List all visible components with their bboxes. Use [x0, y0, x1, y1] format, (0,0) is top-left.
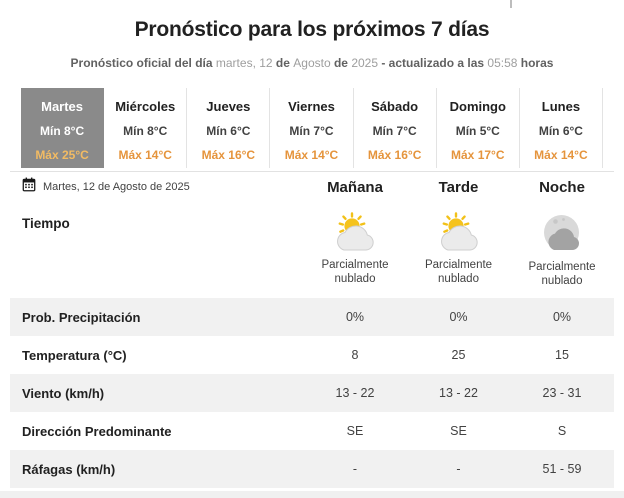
weather-condition-row: Tiempo Parcialmente nublado Parcialmente… — [10, 202, 614, 298]
subtitle-part: horas — [520, 56, 554, 70]
footer-strip — [0, 491, 624, 498]
day-tab-max-temp: Máx 16°C — [367, 148, 422, 162]
day-tab-viernes[interactable]: Viernes Mín 7°C Máx 14°C — [270, 88, 354, 168]
selected-date-label: Martes, 12 de Agosto de 2025 — [43, 181, 190, 193]
selected-date: Martes, 12 de Agosto de 2025 — [10, 177, 303, 197]
row-value: 0% — [449, 310, 468, 324]
subtitle-part: martes, 12 — [215, 56, 276, 70]
row-value: 8 — [351, 348, 359, 362]
row-value: - — [352, 462, 358, 476]
weather-cell: Parcialmente nublado — [303, 212, 407, 298]
weather-condition-label: Parcialmente nublado — [424, 259, 493, 285]
day-tab-lunes[interactable]: Lunes Mín 6°C Máx 14°C — [519, 88, 603, 168]
day-tab-martes[interactable]: Martes Mín 8°C Máx 25°C — [21, 88, 105, 168]
row-value: 0% — [345, 310, 365, 324]
column-header-manana: Mañana — [327, 178, 383, 196]
subtitle-part: - actualizado a las — [381, 56, 488, 70]
row-value: 13 - 22 — [335, 386, 375, 400]
sun-cloud-icon — [407, 212, 510, 254]
day-tab-max-temp: Máx 16°C — [201, 148, 256, 162]
subtitle-part: de — [275, 56, 294, 70]
row-value: 25 — [451, 348, 466, 362]
divider — [10, 171, 614, 172]
row-value: 51 - 59 — [542, 462, 582, 476]
forecast-table: Prob. Precipitación 0% 0% 0% Temperatura (°C… — [0, 298, 624, 488]
row-label-tiempo: Tiempo — [22, 216, 70, 231]
day-tab-min-temp: Mín 7°C — [372, 124, 417, 138]
day-tab-name: Viernes — [288, 99, 335, 114]
row-value: 0% — [552, 310, 572, 324]
day-tab-min-temp: Mín 7°C — [289, 124, 334, 138]
table-row-direccion-predominante: Dirección Predominante SE SE S — [10, 412, 614, 450]
forecast-subtitle: Pronóstico oficial del día martes, 12 de… — [0, 56, 624, 71]
weather-condition-label: Parcialmente nublado — [528, 261, 596, 287]
sun-cloud-icon — [303, 212, 407, 254]
column-header-noche: Noche — [539, 178, 585, 196]
day-tab-name: Martes — [41, 99, 84, 114]
day-tab-max-temp: Máx 14°C — [534, 148, 588, 162]
weather-condition-label: Parcialmente nublado — [321, 259, 389, 285]
table-row-viento-km-h-: Viento (km/h) 13 - 22 13 - 22 23 - 31 — [10, 374, 614, 412]
table-row-rafagas-km-h-: Ráfagas (km/h) - - 51 - 59 — [10, 450, 614, 488]
detail-header: Martes, 12 de Agosto de 2025 Mañana Tarde… — [10, 172, 614, 202]
row-value: SE — [346, 424, 364, 438]
day-tab-name: Miércoles — [115, 99, 176, 114]
divider-artifact — [510, 0, 512, 8]
weather-cell: Parcialmente nublado — [510, 212, 614, 298]
row-value: S — [557, 424, 567, 438]
day-tab-min-temp: Mín 8°C — [123, 124, 168, 138]
day-tab-min-temp: Mín 6°C — [206, 124, 251, 138]
day-tab-name: Lunes — [541, 99, 581, 114]
subtitle-part: de — [333, 56, 352, 70]
row-label: Dirección Predominante — [22, 423, 172, 439]
day-tab-name: Jueves — [206, 99, 251, 114]
moon-cloud-icon — [510, 212, 614, 256]
row-label: Prob. Precipitación — [22, 309, 141, 325]
subtitle-part: 05:58 — [487, 56, 521, 70]
row-value: 13 - 22 — [439, 386, 478, 400]
subtitle-part: 2025 — [351, 56, 382, 70]
calendar-icon — [22, 177, 43, 197]
page-title: Pronóstico para los próximos 7 días — [134, 18, 490, 41]
day-tab-sabado[interactable]: Sábado Mín 7°C Máx 16°C — [353, 88, 437, 168]
day-tab-jueves[interactable]: Jueves Mín 6°C Máx 16°C — [187, 88, 271, 168]
day-tabs: Martes Mín 8°C Máx 25°C Miércoles Mín 8°C Máx… — [21, 88, 603, 168]
day-tab-name: Sábado — [371, 99, 419, 114]
row-value: - — [456, 462, 461, 476]
day-tab-max-temp: Máx 14°C — [284, 148, 339, 162]
row-label: Temperatura (°C) — [22, 347, 127, 363]
weather-cell: Parcialmente nublado — [407, 212, 510, 298]
column-header-tarde: Tarde — [438, 178, 479, 196]
day-tab-max-temp: Máx 25°C — [35, 148, 89, 162]
day-tab-max-temp: Máx 14°C — [118, 148, 172, 162]
day-tab-domingo[interactable]: Domingo Mín 5°C Máx 17°C — [436, 88, 520, 168]
day-tab-miercoles[interactable]: Miércoles Mín 8°C Máx 14°C — [104, 88, 188, 168]
row-value: 15 — [555, 348, 569, 362]
day-tab-min-temp: Mín 6°C — [538, 124, 583, 138]
table-row-temperatura-c-: Temperatura (°C) 8 25 15 — [10, 336, 614, 374]
row-value: SE — [450, 424, 467, 438]
day-tab-max-temp: Máx 17°C — [451, 148, 505, 162]
subtitle-part: Agosto — [293, 56, 334, 70]
row-label: Viento (km/h) — [22, 385, 105, 401]
table-row-prob-precipitacion: Prob. Precipitación 0% 0% 0% — [10, 298, 614, 336]
subtitle-part: Pronóstico oficial del día — [70, 56, 216, 70]
day-tab-min-temp: Mín 5°C — [455, 124, 500, 138]
day-tab-min-temp: Mín 8°C — [40, 124, 85, 138]
row-label: Ráfagas (km/h) — [22, 461, 116, 477]
row-value: 23 - 31 — [542, 386, 582, 400]
day-tab-name: Domingo — [449, 99, 506, 114]
